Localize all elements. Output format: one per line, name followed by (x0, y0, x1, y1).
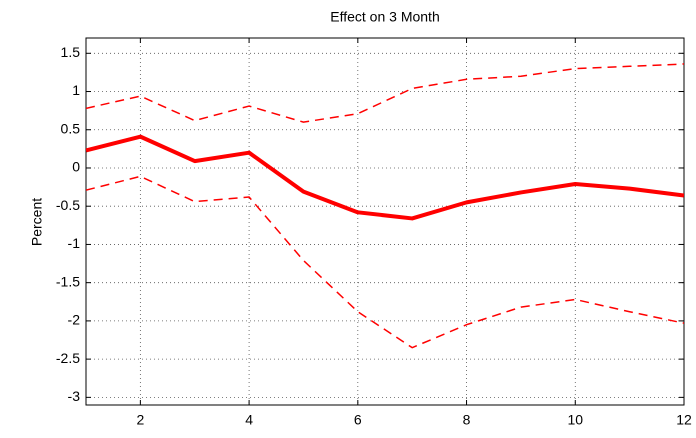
x-tick-label: 6 (354, 412, 362, 428)
y-tick-label: 1.5 (61, 44, 81, 60)
plot-frame (85, 37, 685, 406)
data-line (86, 134, 684, 221)
y-tick-label: 1 (72, 82, 80, 98)
y-tick-label: -3 (68, 388, 81, 404)
y-tick-label: -1 (68, 235, 81, 251)
data-line (86, 63, 684, 123)
x-tick-label: 8 (463, 412, 471, 428)
x-tick-label: 12 (676, 412, 692, 428)
y-tick-label: 0 (72, 159, 80, 175)
chart-title: Effect on 3 Month (330, 9, 439, 25)
x-tick-label: 4 (245, 412, 253, 428)
data-line (86, 175, 684, 349)
y-tick-label: -0.5 (56, 197, 80, 213)
y-tick-label: 0.5 (61, 120, 81, 136)
y-axis-label: Percent (29, 198, 45, 246)
y-tick-label: -1.5 (56, 273, 80, 289)
x-tick-label: 2 (136, 412, 144, 428)
y-tick-label: -2 (68, 312, 81, 328)
x-tick-label: 10 (567, 412, 583, 428)
y-tick-label: -2.5 (56, 350, 80, 366)
